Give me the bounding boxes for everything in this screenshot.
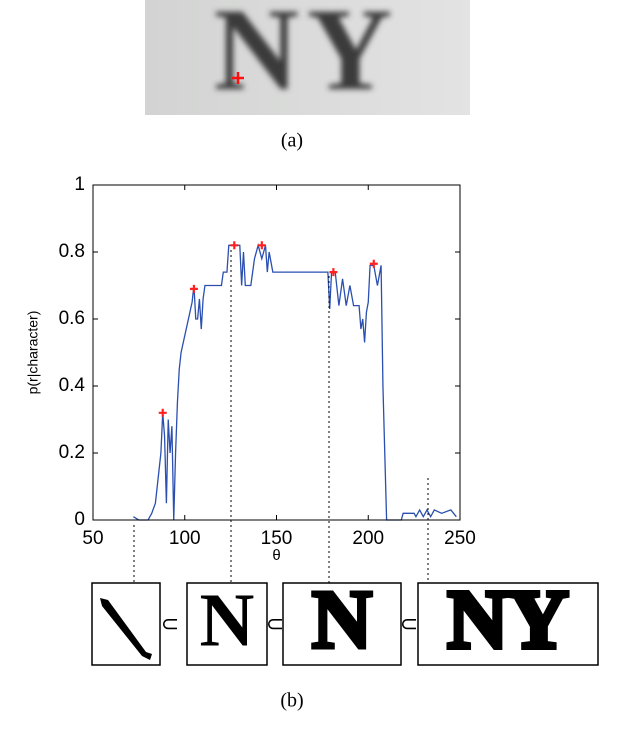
panel-label: (b) <box>280 690 303 712</box>
box-text: N <box>200 578 255 662</box>
data-line <box>133 242 457 521</box>
peak-marker <box>329 268 338 277</box>
x-tick-label: 150 <box>261 528 293 549</box>
image-text: NY <box>214 0 400 115</box>
box <box>417 582 599 666</box>
box-text: N <box>312 573 373 666</box>
y-tick-label: 0.4 <box>59 375 86 396</box>
subset-symbol: ⊂ <box>161 611 179 636</box>
peak-marker <box>189 284 198 293</box>
subset-symbol: ⊂ <box>266 611 284 636</box>
peak-marker <box>158 408 167 417</box>
peak-marker <box>230 241 239 250</box>
x-tick-label: 100 <box>169 528 201 549</box>
x-axis-label: θ <box>272 547 280 564</box>
peak-marker <box>257 241 266 250</box>
y-tick-label: 0.6 <box>59 308 85 329</box>
image-a: NY <box>145 0 470 115</box>
image-background <box>145 0 470 115</box>
box <box>91 582 161 666</box>
y-tick-label: 0.2 <box>59 442 85 463</box>
box <box>186 582 268 666</box>
peak-marker <box>369 259 378 268</box>
point-marker <box>232 72 244 84</box>
y-axis-label: p(r|character) <box>25 311 41 395</box>
plot-frame <box>92 184 461 521</box>
box <box>282 582 402 666</box>
plot-area <box>93 185 460 520</box>
stroke-shape <box>100 598 152 660</box>
x-tick-label: 250 <box>444 528 476 549</box>
connectors <box>133 250 429 583</box>
y-tick-label: 0 <box>74 509 85 530</box>
panel-label: (a) <box>281 130 303 152</box>
y-tick-label: 0.8 <box>59 241 85 262</box>
box-text: NY <box>447 573 568 666</box>
subset-symbol: ⊂ <box>400 611 418 636</box>
y-tick-label: 1 <box>74 174 85 195</box>
x-tick-label: 50 <box>82 528 103 549</box>
subset-boxes: ⊂ N ⊂ N ⊂ NY <box>91 571 599 669</box>
x-tick-label: 200 <box>352 528 384 549</box>
